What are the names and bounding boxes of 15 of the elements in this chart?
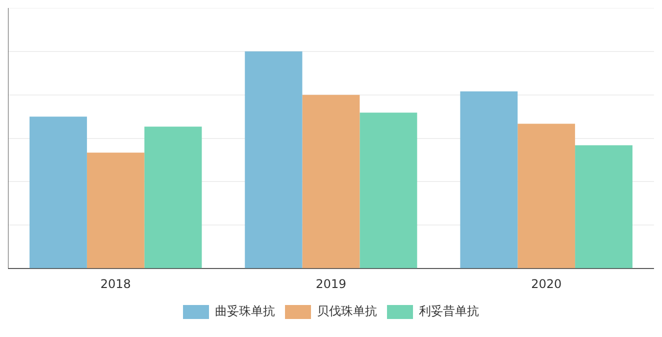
legend-label: 利妥昔单抗 xyxy=(419,304,479,318)
x-tick-label: 2020 xyxy=(531,276,562,291)
bar xyxy=(518,124,576,268)
bar xyxy=(302,94,360,268)
bar xyxy=(575,145,632,268)
bar xyxy=(86,152,144,268)
bar xyxy=(460,91,518,268)
bar xyxy=(144,126,202,268)
legend-label: 曲妥珠单抗 xyxy=(215,304,275,318)
bar xyxy=(360,112,418,268)
legend-label: 贝伐珠单抗 xyxy=(317,304,377,318)
bar xyxy=(30,116,87,268)
bar xyxy=(244,51,302,268)
x-tick-label: 2018 xyxy=(100,276,131,291)
x-tick-label: 2019 xyxy=(316,276,346,291)
